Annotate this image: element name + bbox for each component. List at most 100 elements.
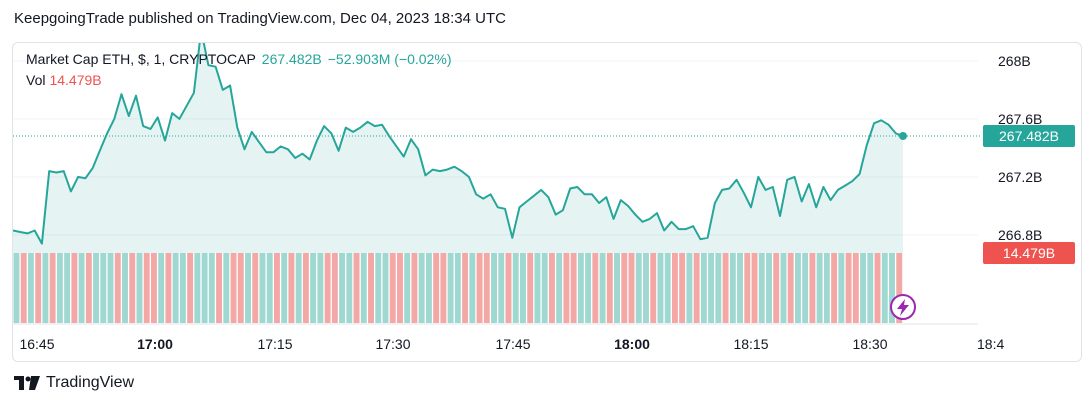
volume-bar xyxy=(809,253,816,323)
price-change: −52.903M (−0.02%) xyxy=(327,51,452,67)
volume-bar xyxy=(780,253,787,323)
volume-bar xyxy=(758,253,765,323)
volume-bar xyxy=(889,253,895,323)
volume-bar xyxy=(860,253,867,323)
volume-bar xyxy=(556,253,563,323)
volume-label: Vol xyxy=(26,72,46,88)
volume-bar xyxy=(867,253,874,323)
volume-bar xyxy=(628,253,635,323)
volume-bar xyxy=(273,253,280,323)
volume-bar xyxy=(129,253,136,323)
volume-bar xyxy=(664,253,671,323)
last-price-dot xyxy=(899,132,907,140)
volume-bar xyxy=(679,253,686,323)
volume-bar xyxy=(483,253,490,323)
volume-bar xyxy=(563,253,570,323)
volume-bar xyxy=(874,253,881,323)
volume-bar xyxy=(245,253,251,323)
volume-bar xyxy=(433,253,440,323)
volume-bar xyxy=(223,253,230,323)
volume-bar xyxy=(324,253,331,323)
volume-bar xyxy=(614,253,621,323)
y-tick-label: 267.6B xyxy=(998,111,1042,127)
volume-bar xyxy=(534,253,541,323)
volume-bar xyxy=(295,253,302,323)
chart-panel[interactable]: 268B 267.6B 267.2B 266.8B 267.482B 14.479B 16:… xyxy=(12,42,1082,362)
volume-bar xyxy=(802,253,809,323)
volume-bar xyxy=(187,253,194,323)
volume-badge xyxy=(983,242,1075,264)
price-chart[interactable]: 268B 267.6B 267.2B 266.8B 267.482B 14.479B 16:… xyxy=(13,43,1081,361)
volume-bar xyxy=(266,253,273,323)
volume-bar xyxy=(281,253,288,323)
volume-value: 14.479B xyxy=(49,72,102,88)
volume-bar xyxy=(729,253,736,323)
volume-bar xyxy=(425,253,432,323)
volume-bar xyxy=(302,253,309,323)
x-tick-label: 18:30 xyxy=(852,336,887,352)
volume-bar xyxy=(657,253,664,323)
volume-bar xyxy=(744,253,751,323)
volume-bar xyxy=(766,253,772,323)
volume-bar xyxy=(671,253,678,323)
symbol-label[interactable]: Market Cap ETH, $, 1, CRYPTOCAP xyxy=(26,51,256,67)
x-tick-label: 17:45 xyxy=(495,336,530,352)
volume-bar xyxy=(27,253,34,323)
volume-bar xyxy=(56,253,63,323)
y-tick-label: 266.8B xyxy=(998,227,1042,243)
y-tick-label: 267.2B xyxy=(998,169,1042,185)
volume-bar xyxy=(230,253,237,323)
volume-bar xyxy=(136,253,143,323)
volume-bar xyxy=(201,253,208,323)
volume-bar xyxy=(404,253,411,323)
volume-bar xyxy=(548,253,555,323)
volume-bar xyxy=(172,253,179,323)
volume-bar xyxy=(353,253,360,323)
lightning-icon[interactable] xyxy=(890,294,916,320)
volume-bar xyxy=(71,253,78,323)
publish-header: KeepgoingTrade published on TradingView.… xyxy=(14,10,506,27)
volume-bar xyxy=(896,253,903,323)
volume-bar xyxy=(237,253,244,323)
volume-bar xyxy=(700,253,707,323)
volume-bar xyxy=(722,253,729,323)
lightning-icon-bolt xyxy=(897,299,909,316)
price-line[interactable] xyxy=(13,43,904,245)
volume-bar xyxy=(122,253,128,323)
volume-bar xyxy=(78,253,85,323)
volume-bar xyxy=(498,253,505,323)
x-tick-label: 16:45 xyxy=(19,336,54,352)
volume-bar xyxy=(454,253,461,323)
volume-bar xyxy=(505,253,512,323)
volume-bar xyxy=(64,253,71,323)
volume-bar xyxy=(114,253,121,323)
volume-bar xyxy=(787,253,794,323)
volume-bar xyxy=(208,253,215,323)
price-area-fill xyxy=(13,43,903,253)
price-badge-label: 267.482B xyxy=(999,128,1059,144)
volume-bar xyxy=(773,253,780,323)
tradingview-brand[interactable]: TradingView xyxy=(14,374,134,392)
volume-bar xyxy=(577,253,584,323)
volume-bar xyxy=(635,253,642,323)
volume-bar xyxy=(389,253,396,323)
volume-bar xyxy=(621,253,628,323)
volume-bar xyxy=(411,253,418,323)
volume-bar xyxy=(845,253,852,323)
x-tick-label: 18:00 xyxy=(614,336,650,352)
chart-legend: Market Cap ETH, $, 1, CRYPTOCAP 267.482B −… xyxy=(26,49,451,91)
volume-bar xyxy=(360,253,367,323)
volume-bar xyxy=(179,253,186,323)
volume-bar xyxy=(476,253,483,323)
volume-bar xyxy=(35,253,42,323)
volume-bar xyxy=(592,253,599,323)
x-tick-label: 17:00 xyxy=(137,336,173,352)
volume-bar xyxy=(310,253,317,323)
volume-bar xyxy=(527,253,534,323)
volume-bar xyxy=(13,253,20,323)
volume-bar xyxy=(20,253,27,323)
x-tick-label: 17:30 xyxy=(375,336,410,352)
volume-bar xyxy=(816,253,823,323)
volume-bar xyxy=(42,253,49,323)
volume-bar xyxy=(708,253,715,323)
